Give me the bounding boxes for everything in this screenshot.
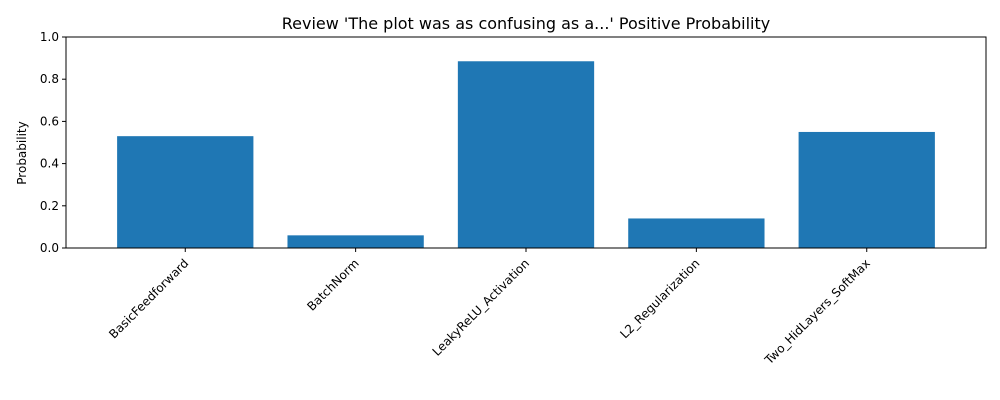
- y-tick-label: 0.8: [40, 72, 59, 86]
- bars-group: [117, 61, 935, 248]
- y-tick-label: 0.6: [40, 114, 59, 128]
- x-tick-label: BatchNorm: [304, 256, 361, 313]
- y-tick-label: 0.2: [40, 199, 59, 213]
- y-axis-label: Probability: [15, 121, 29, 184]
- bar-Two_HidLayers_SoftMax: [798, 131, 935, 248]
- y-axis-ticks: 0.0 0.2 0.4 0.6 0.8 1.0: [40, 30, 66, 255]
- x-tick-label: LeakyReLU_Activation: [430, 256, 533, 359]
- y-tick-label: 0.4: [40, 157, 59, 171]
- x-axis-ticks: BasicFeedforward BatchNorm LeakyReLU_Activ…: [106, 248, 873, 368]
- x-tick-label: BasicFeedforward: [106, 256, 191, 341]
- chart-title: Review 'The plot was as confusing as a..…: [282, 14, 770, 33]
- x-tick-label: Two_HidLayers_SoftMax: [761, 256, 872, 367]
- bar-BasicFeedforward: [117, 136, 254, 248]
- y-tick-label: 1.0: [40, 30, 59, 44]
- plot-frame: [65, 36, 987, 249]
- bar-BatchNorm: [287, 235, 424, 248]
- bar-L2_Regularization: [628, 218, 765, 248]
- bar-LeakyReLU_Activation: [457, 61, 595, 248]
- y-tick-label: 0.0: [40, 241, 59, 255]
- x-tick-label: L2_Regularization: [617, 256, 702, 341]
